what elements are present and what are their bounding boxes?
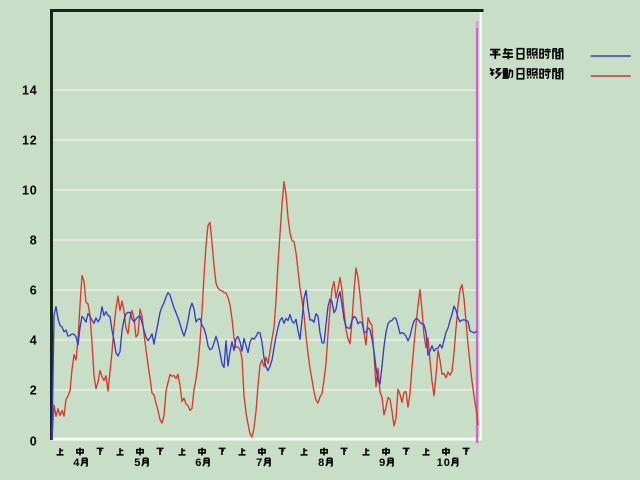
svg-text:4: 4 (73, 457, 80, 469)
svg-text:14: 14 (22, 84, 38, 98)
svg-text:6: 6 (195, 457, 202, 469)
svg-text:7: 7 (256, 457, 263, 469)
svg-text:4: 4 (30, 334, 38, 348)
svg-text:9: 9 (379, 457, 386, 469)
svg-text:0: 0 (30, 435, 38, 449)
svg-text:5: 5 (134, 457, 141, 469)
svg-text:8: 8 (318, 457, 325, 469)
svg-text:8: 8 (30, 234, 38, 248)
svg-text:10: 10 (22, 184, 38, 198)
svg-text:12: 12 (22, 134, 38, 148)
svg-text:2: 2 (30, 384, 38, 398)
svg-text:6: 6 (30, 284, 38, 298)
svg-text:10: 10 (437, 457, 451, 469)
